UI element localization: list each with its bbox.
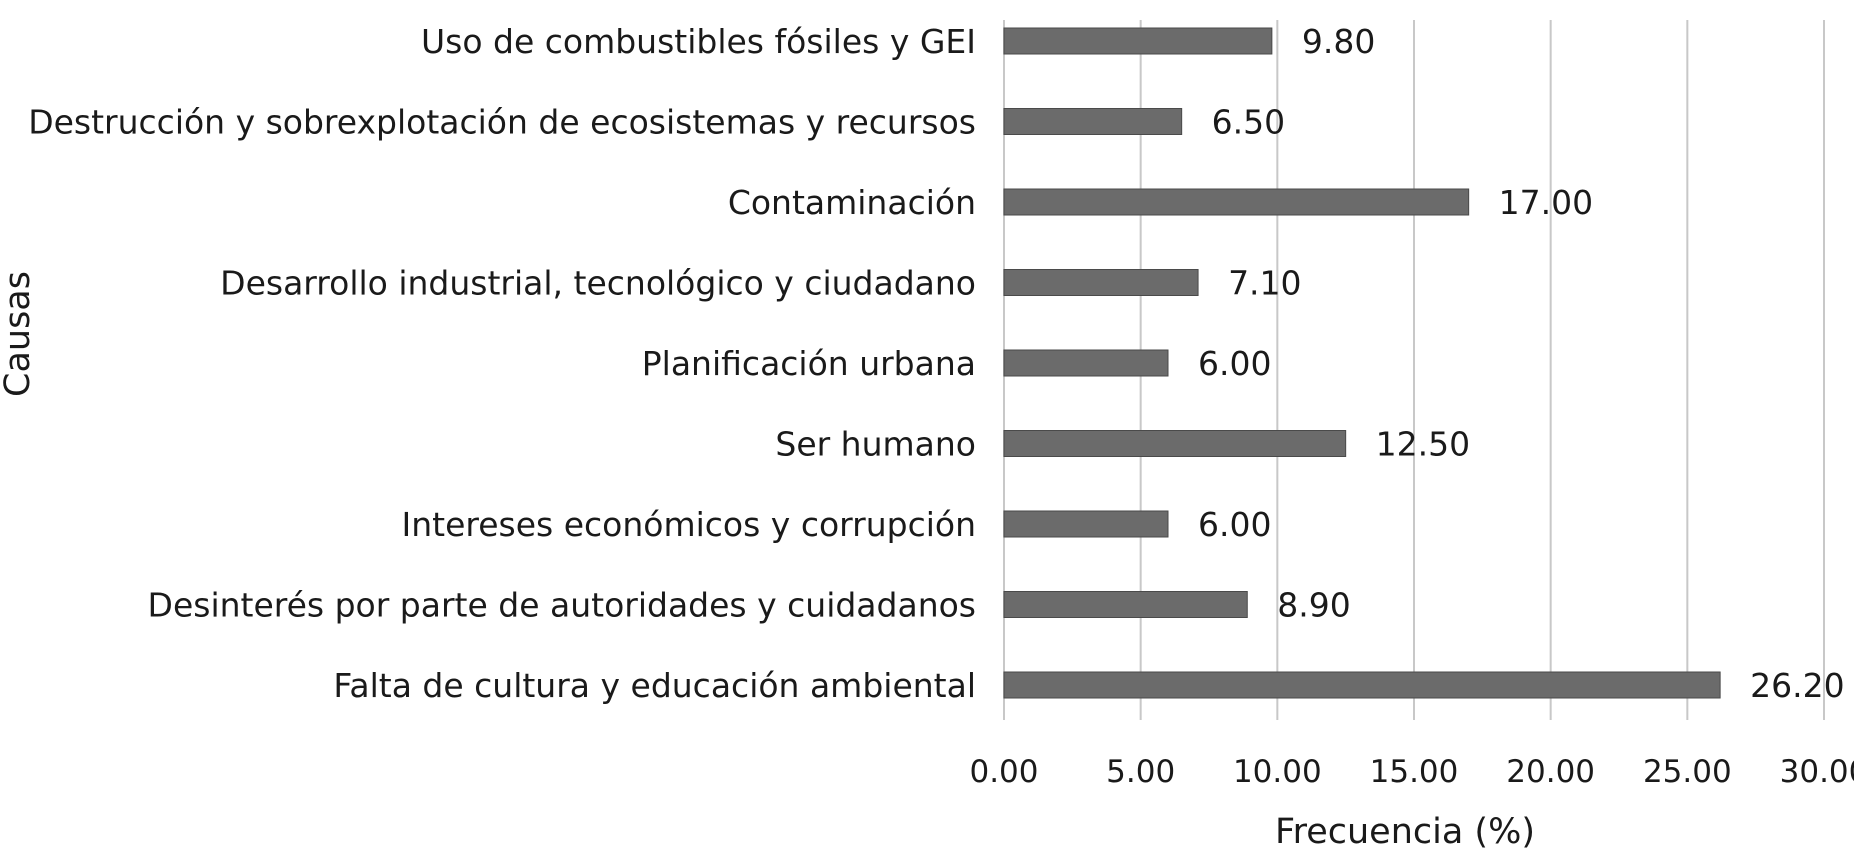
x-tick-label: 15.00 [1370,754,1459,790]
category-label: Contaminación [728,183,976,222]
gridlines [1003,20,1825,720]
x-tick-label: 10.00 [1233,754,1322,790]
x-tick-label: 0.00 [969,754,1038,790]
value-label: 9.80 [1302,22,1375,61]
bar [1003,188,1470,216]
bars [1003,27,1721,699]
value-label: 7.10 [1228,264,1301,303]
x-tick-label: 20.00 [1506,754,1595,790]
bar [1003,591,1248,618]
category-label: Intereses económicos y corrupción [402,505,976,544]
value-labels: 9.80 6.50 17.00 7.10 6.00 12.50 6.00 8.90 26.20 [1198,22,1845,705]
bar [1003,430,1347,457]
value-label: 12.50 [1376,425,1470,464]
value-label: 6.50 [1212,103,1285,142]
category-label: Falta de cultura y educación ambiental [333,666,976,705]
bar [1003,108,1183,135]
value-label: 6.00 [1198,344,1271,383]
x-axis-title: Frecuencia (%) [1275,812,1535,852]
x-tick-labels: 0.00 5.00 10.00 15.00 20.00 25.00 30.00 [969,754,1854,790]
x-tick-label: 30.00 [1780,754,1854,790]
value-label: 26.20 [1750,666,1844,705]
category-labels: Uso de combustibles fósiles y GEI Destruc… [28,22,976,705]
value-label: 17.00 [1499,183,1593,222]
category-label: Destrucción y sobrexplotación de ecosist… [28,103,976,142]
value-label: 8.90 [1277,586,1350,625]
category-label: Planificación urbana [642,344,976,383]
category-label: Uso de combustibles fósiles y GEI [421,22,976,61]
bar [1003,269,1199,296]
x-tick-label: 25.00 [1643,754,1732,790]
value-label: 6.00 [1198,505,1271,544]
y-axis-title: Causas [0,271,38,397]
category-label: Desinterés por parte de autoridades y cu… [148,586,976,625]
x-tick-label: 5.00 [1106,754,1175,790]
bar [1003,510,1169,538]
category-label: Ser humano [775,425,976,464]
category-label: Desarrollo industrial, tecnológico y ciu… [220,264,976,303]
bar [1003,671,1721,699]
bar [1003,27,1273,55]
bar [1003,349,1169,377]
